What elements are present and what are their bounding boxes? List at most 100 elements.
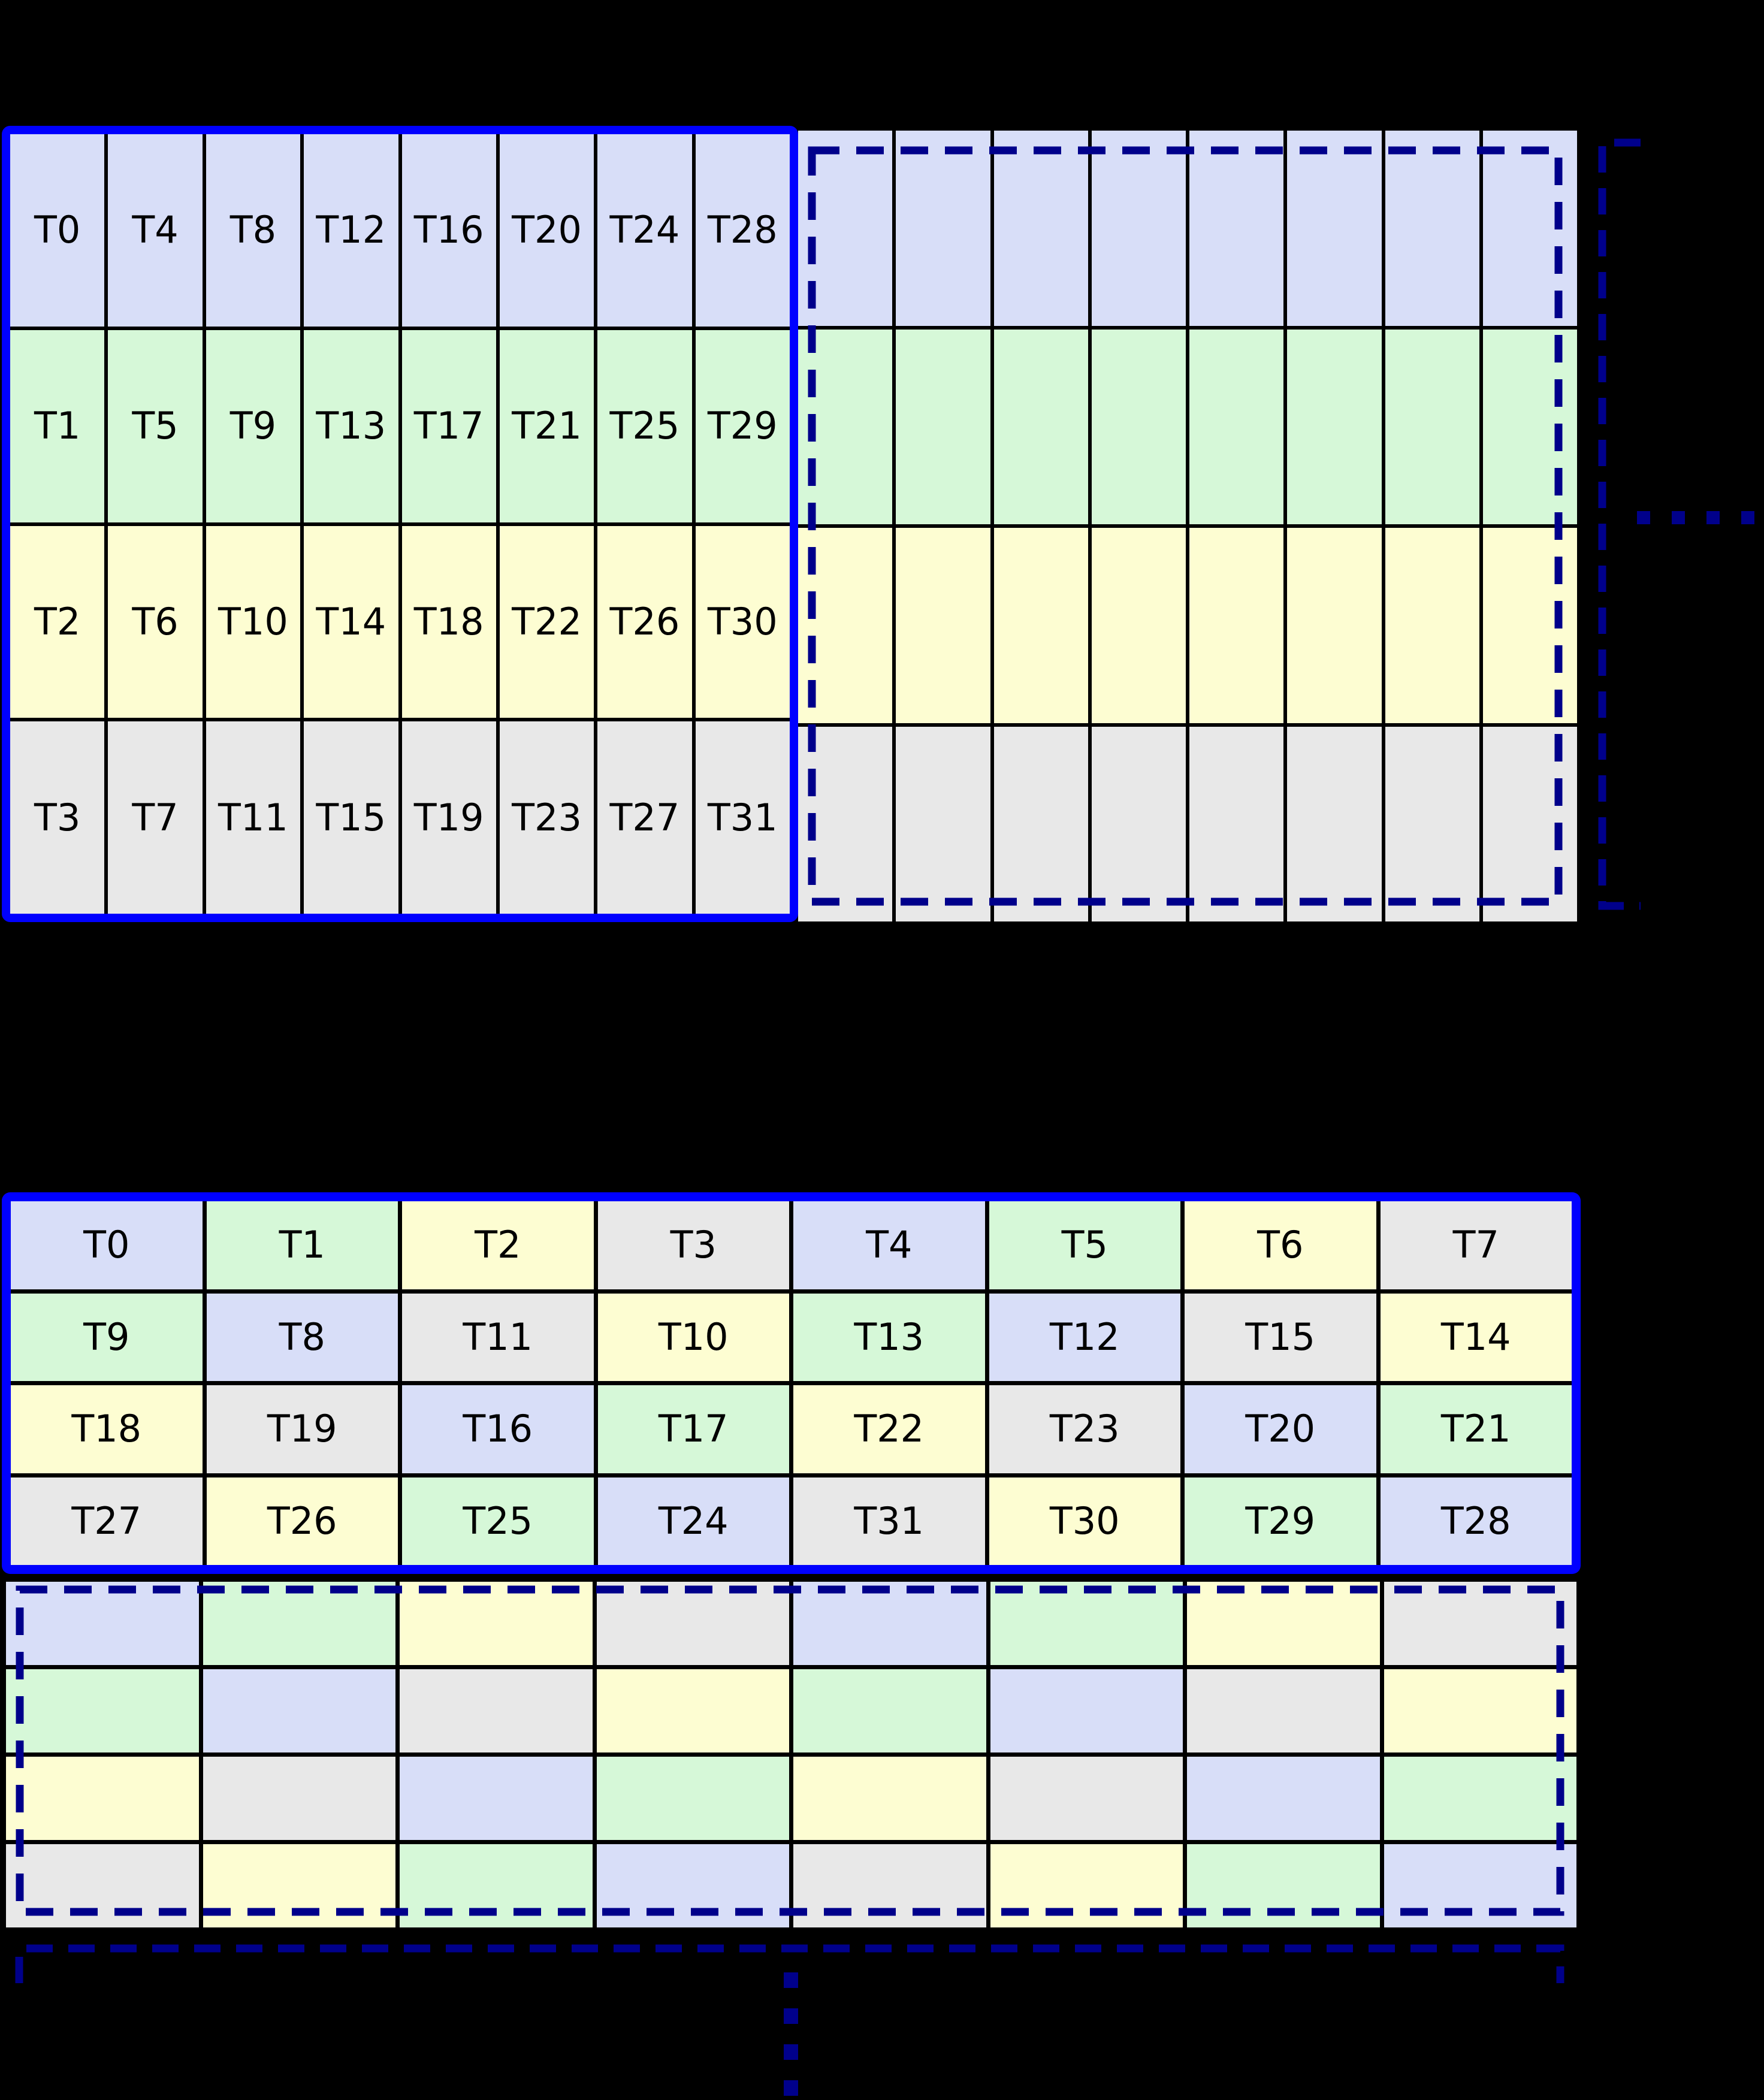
empty-cell: [798, 131, 893, 326]
empty-cell: [6, 1844, 199, 1927]
empty-cell: [400, 1757, 593, 1840]
empty-cell: [1384, 1582, 1576, 1665]
thread-cell: T0: [11, 1201, 203, 1289]
empty-cell: [1187, 1844, 1380, 1927]
thread-cell: T13: [304, 330, 398, 522]
thread-cell: T14: [304, 525, 398, 718]
empty-cell: [793, 1582, 986, 1665]
thread-cell: T11: [206, 721, 301, 914]
thread-cell: T1: [206, 1201, 398, 1289]
empty-cell: [993, 329, 1088, 524]
thread-cell: T2: [10, 525, 105, 718]
thread-cell: T18: [401, 525, 496, 718]
empty-cell: [596, 1669, 789, 1752]
thread-cell: T15: [304, 721, 398, 914]
empty-cell: [596, 1582, 789, 1665]
thread-cell: T15: [1185, 1293, 1376, 1381]
bottom-warp-grid: T0 T1 T2 T3 T4 T5 T6 T7 T9 T8 T11 T10 T13 T12 T15 T14 T1…: [2, 1192, 1581, 1574]
thread-cell: T19: [206, 1385, 398, 1473]
empty-cell: [596, 1844, 789, 1927]
thread-cell: T12: [989, 1293, 1180, 1381]
empty-cell: [793, 1669, 986, 1752]
thread-cell: T6: [108, 525, 203, 718]
thread-cell: T20: [499, 134, 594, 327]
empty-cell: [203, 1582, 395, 1665]
ellipsis-dot: [784, 2044, 798, 2060]
thread-cell: T17: [401, 330, 496, 522]
thread-cell: T24: [597, 134, 692, 327]
empty-cell: [793, 1844, 986, 1927]
empty-cell: [993, 131, 1088, 326]
ellipsis-dot: [1672, 511, 1685, 524]
thread-cell: T27: [597, 721, 692, 914]
thread-cell: T6: [1185, 1201, 1376, 1289]
ellipsis-dot: [1706, 511, 1720, 524]
ellipsis-dot: [784, 2080, 798, 2096]
thread-cell: T25: [597, 330, 692, 522]
empty-cell: [896, 528, 990, 723]
empty-cell: [798, 528, 893, 723]
thread-cell: T7: [108, 721, 203, 914]
empty-cell: [1287, 131, 1382, 326]
thread-cell: T26: [597, 525, 692, 718]
empty-cell: [1091, 726, 1186, 921]
thread-cell: T5: [989, 1201, 1180, 1289]
empty-cell: [896, 329, 990, 524]
empty-cell: [1091, 528, 1186, 723]
thread-cell: T21: [499, 330, 594, 522]
horizontal-ellipsis-dots: [1637, 511, 1754, 524]
thread-cell: T30: [989, 1477, 1180, 1565]
thread-cell: T28: [1380, 1477, 1572, 1565]
empty-cell: [990, 1844, 1183, 1927]
empty-cell: [1385, 528, 1479, 723]
empty-cell: [203, 1669, 395, 1752]
thread-cell: T3: [10, 721, 105, 914]
empty-cell: [990, 1757, 1183, 1840]
thread-cell: T8: [206, 1293, 398, 1381]
thread-cell: T31: [793, 1477, 985, 1565]
thread-cell: T22: [499, 525, 594, 718]
top-warp-grid: T0 T4 T8 T12 T16 T20 T24 T28 T1 T5 T9 T13 T17 T21 T25 T…: [2, 126, 798, 922]
empty-cell: [1287, 726, 1382, 921]
empty-cell: [896, 726, 990, 921]
thread-cell: T14: [1380, 1293, 1572, 1381]
empty-cell: [1187, 1582, 1380, 1665]
thread-cell: T13: [793, 1293, 985, 1381]
thread-cell: T3: [597, 1201, 789, 1289]
thread-cell: T21: [1380, 1385, 1572, 1473]
empty-cell: [1385, 329, 1479, 524]
thread-cell: T22: [793, 1385, 985, 1473]
empty-cell: [400, 1669, 593, 1752]
empty-cell: [6, 1582, 199, 1665]
empty-cell: [1091, 131, 1186, 326]
empty-cell: [896, 131, 990, 326]
empty-cell: [596, 1757, 789, 1840]
thread-cell: T31: [695, 721, 790, 914]
thread-cell: T9: [11, 1293, 203, 1381]
empty-cell: [1384, 1844, 1576, 1927]
thread-cell: T11: [402, 1293, 594, 1381]
empty-cell: [1187, 1669, 1380, 1752]
bottom-continuation-grid: [6, 1582, 1576, 1927]
empty-cell: [1482, 528, 1577, 723]
thread-cell: T30: [695, 525, 790, 718]
thread-cell: T26: [206, 1477, 398, 1565]
empty-cell: [798, 329, 893, 524]
empty-cell: [1189, 329, 1284, 524]
thread-cell: T18: [11, 1385, 203, 1473]
thread-cell: T10: [206, 525, 301, 718]
thread-cell: T23: [499, 721, 594, 914]
empty-cell: [203, 1757, 395, 1840]
empty-cell: [793, 1757, 986, 1840]
thread-cell: T27: [11, 1477, 203, 1565]
ellipsis-dot: [1637, 511, 1650, 524]
empty-cell: [1287, 329, 1382, 524]
empty-cell: [1482, 131, 1577, 326]
ellipsis-dot: [1741, 511, 1754, 524]
empty-cell: [1384, 1757, 1576, 1840]
thread-cell: T2: [402, 1201, 594, 1289]
empty-cell: [990, 1669, 1183, 1752]
thread-cell: T23: [989, 1385, 1180, 1473]
thread-cell: T0: [10, 134, 105, 327]
empty-cell: [203, 1844, 395, 1927]
